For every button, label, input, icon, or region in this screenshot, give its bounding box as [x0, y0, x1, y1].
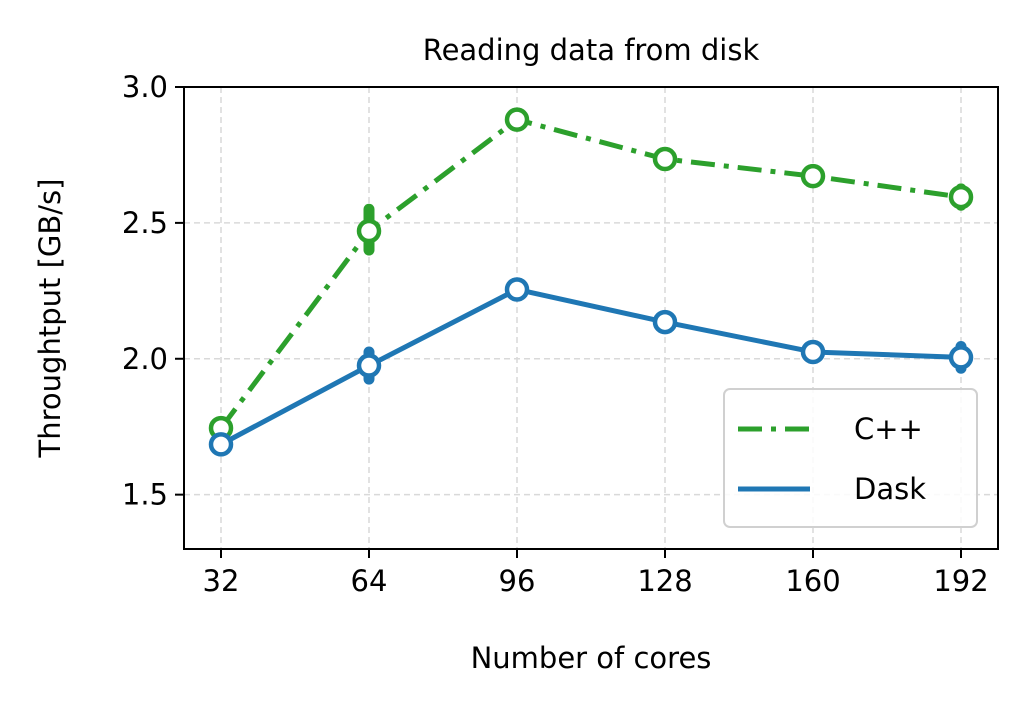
- data-point: [948, 345, 974, 370]
- data-point: [652, 309, 678, 335]
- x-axis-label: Number of cores: [471, 641, 712, 675]
- ticks: 32 64 96 128 160 192 1.5 2.0 2.5 3.0: [122, 70, 989, 598]
- series-line: [219, 286, 962, 447]
- x-tick-label: 32: [203, 564, 240, 598]
- plot-frame: [183, 86, 999, 550]
- x-tick-label: 128: [637, 564, 692, 598]
- series-dask: [208, 277, 974, 457]
- x-tick-label: 192: [933, 564, 988, 598]
- data-point: [356, 353, 382, 378]
- series-c-: [208, 107, 974, 441]
- y-tick-label: 2.5: [122, 206, 168, 240]
- x-tick-label: 96: [499, 564, 536, 598]
- data-point: [652, 146, 678, 172]
- series-layer: [208, 107, 974, 457]
- y-tick-label: 3.0: [122, 70, 168, 104]
- data-point: [504, 277, 530, 302]
- y-axis-label: Throughtput [GB/s]: [33, 179, 67, 459]
- data-point: [356, 218, 382, 244]
- chart-title: Reading data from disk: [423, 33, 760, 67]
- data-point: [208, 432, 234, 457]
- y-tick-label: 2.0: [122, 342, 168, 376]
- y-tick-label: 1.5: [122, 478, 168, 512]
- x-tick-label: 160: [785, 564, 840, 598]
- x-tick-label: 64: [351, 564, 388, 598]
- legend: C++ Dask: [723, 388, 978, 528]
- legend-label: C++: [854, 412, 923, 446]
- data-point: [800, 339, 826, 365]
- legend-label: Dask: [854, 472, 926, 506]
- series-line: [219, 117, 962, 430]
- data-point: [504, 107, 530, 132]
- data-point: [948, 184, 974, 210]
- data-point: [800, 163, 826, 189]
- legend-box: [723, 388, 978, 528]
